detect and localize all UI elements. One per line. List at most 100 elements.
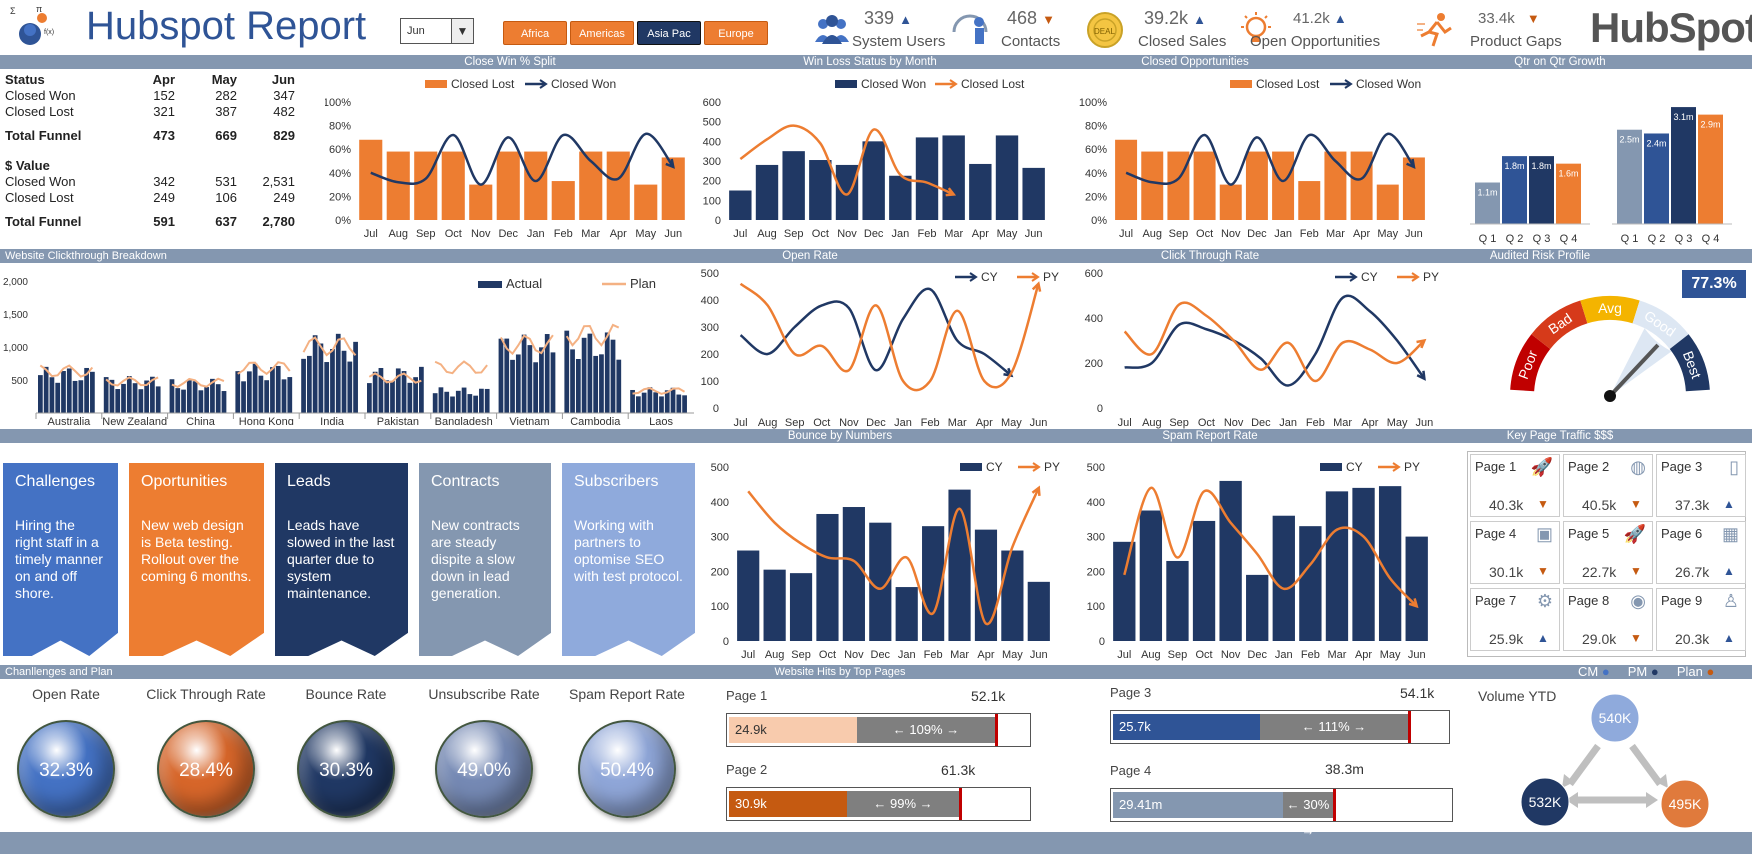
series-line [739,282,1040,392]
key-page-cell[interactable]: Page 5 🚀 22.7k ▼ [1563,521,1653,584]
bar [198,390,204,413]
x-tick-label: Jun [1030,417,1048,429]
bar [1001,550,1024,641]
y-tick-label: 2,000 [3,277,28,288]
key-page-cell[interactable]: Page 4 ▣ 30.1k ▼ [1470,521,1560,584]
legend-label: CY [986,460,1003,474]
x-tick-label: May [1001,417,1022,429]
bar [407,382,413,413]
x-tick-label: Mar [1327,649,1346,661]
x-tick-label: Jan [894,417,912,429]
key-page-name: Page 4 [1475,526,1517,541]
key-page-name: Page 2 [1568,459,1610,474]
key-page-title: Key Page Traffic $$$ [1506,430,1614,442]
bar [324,362,330,413]
key-page-cell[interactable]: Page 8 ◉ 29.0k ▼ [1563,588,1653,651]
x-tick-label: Dec [866,417,886,429]
x-tick-label: Aug [1141,649,1161,661]
table-total-row: Total Funnel 473 669 829 [5,128,295,143]
bar [318,343,324,413]
legend-label: Closed Won [861,77,926,91]
key-page-cell[interactable]: Page 7 ⚙ 25.9k ▲ [1470,588,1560,651]
location-icon: ◉ [1630,591,1646,611]
line-arrow [1003,367,1014,378]
bar [246,371,252,413]
bar [353,341,358,413]
volume-plan [1660,779,1710,829]
y-tick-label: 500 [703,117,721,129]
x-tick-label: Jul [1117,649,1131,661]
y-tick-label: 100 [701,376,719,388]
contacts-icon [950,10,996,53]
bar [533,362,539,413]
challenge-card: Challenges Hiring the right staff in a ti… [3,463,118,656]
bar [1113,541,1136,641]
period-select-value: Jun [407,25,425,37]
x-tick-label: Dec [498,228,518,240]
key-page-cell[interactable]: Page 3 ▯ 37.3k ▲ [1656,454,1746,517]
bar [1298,181,1321,220]
key-page-name: Page 9 [1661,593,1703,608]
bar [527,345,533,413]
x-tick-label: May [1380,649,1401,661]
legend-label: PY [1044,460,1060,474]
plan-line [302,336,357,357]
volume-diagram: 540K 532K 495K [1520,693,1710,829]
kpi-opps-label: Open Opportunities [1250,33,1381,50]
x-tick-label: Aug [758,417,778,429]
x-tick-label: Feb [924,649,943,661]
y-tick-label: 300 [703,156,721,168]
chevron-down-icon[interactable]: ▼ [451,19,473,43]
bar [1299,526,1322,641]
y-tick-label: 400 [711,497,729,509]
bar [915,137,939,220]
key-page-cell[interactable]: Page 6 ▦ 26.7k ▲ [1656,521,1746,584]
key-page-cell[interactable]: Page 2 ◍ 40.5k ▼ [1563,454,1653,517]
y-tick-label: 200 [701,349,719,361]
arrow-head [1656,774,1668,788]
bar [395,368,401,413]
bar [401,371,407,413]
legend-swatch [960,463,982,471]
legend-swatch [1320,463,1342,471]
bounce-title: Bounce by Numbers [787,430,893,442]
key-page-cell[interactable]: Page 1 🚀 40.3k ▼ [1470,454,1560,517]
y-tick-label: 200 [711,566,729,578]
bar [479,388,484,413]
legend-swatch [478,281,502,288]
y-tick-label: 0 [715,215,721,227]
region-button-africa[interactable]: Africa [503,21,567,45]
trend-down-icon: ▼ [1537,497,1549,511]
bar [61,371,66,413]
person-icon: ♙ [1722,591,1739,611]
period-select[interactable]: Jun ▼ [400,18,474,44]
region-button-americas[interactable]: Americas [570,21,634,45]
gears-icon: ⚙ [1536,591,1553,611]
rate-label: Click Through Rate [146,686,266,702]
legend-label: Closed Lost [451,77,515,91]
region-button-asia-pac[interactable]: Asia Pac [637,21,701,45]
key-page-name: Page 3 [1661,459,1703,474]
series-line [739,124,955,196]
x-tick-label: Aug [388,228,408,240]
hits-target: 61.3k [941,762,976,778]
bar [335,333,341,413]
bar [659,396,664,413]
x-tick-label: New Zealand [102,416,167,425]
bar [1139,510,1163,641]
bar [413,377,418,413]
key-page-cell[interactable]: Page 9 ♙ 20.3k ▲ [1656,588,1746,651]
volume-arrow [1629,743,1663,787]
y-tick-label: 0 [1099,636,1105,648]
bar [306,355,312,413]
legend-arrow [539,79,548,89]
legend-label: Closed Won [551,77,616,91]
bar [1556,163,1581,224]
bar [432,393,438,413]
region-button-europe[interactable]: Europe [704,21,768,45]
plan-line [434,360,488,375]
bar [372,371,378,413]
challenge-card: Leads Leads have slowed in the last quart… [275,463,408,656]
x-tick-label: Bangladesh [435,416,493,425]
